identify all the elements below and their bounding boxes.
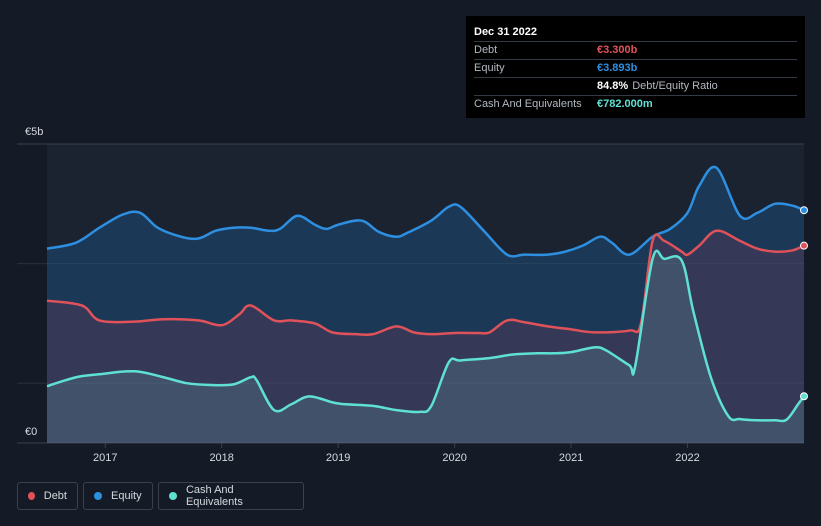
plot-area	[47, 144, 804, 443]
legend-debt[interactable]: Debt	[17, 482, 78, 510]
cash-end-marker	[800, 392, 808, 401]
tooltip-cash-label: Cash And Equivalents	[474, 98, 582, 110]
legend-debt-dot-icon	[28, 492, 35, 500]
debt-end-marker	[800, 241, 808, 250]
legend-equity-label: Equity	[111, 490, 142, 502]
tooltip-row-ratio: 84.8% Debt/Equity Ratio	[474, 78, 797, 96]
x-tick-label: 2022	[675, 452, 699, 464]
legend-cash-label: Cash And Equivalents	[185, 484, 243, 508]
tooltip-equity-label: Equity	[474, 62, 505, 74]
debt-area	[47, 230, 804, 443]
tooltip-debt-label: Debt	[474, 44, 498, 56]
equity-area	[47, 166, 804, 443]
tooltip-row-debt: Debt €3.300b	[474, 42, 797, 60]
data-tooltip: Dec 31 2022 Debt €3.300b Equity €3.893b …	[466, 16, 805, 118]
legend-cash-dot-icon	[169, 492, 177, 500]
legend-equity[interactable]: Equity	[83, 482, 153, 510]
x-tick-label: 2021	[559, 452, 583, 464]
x-tick-label: 2020	[442, 452, 466, 464]
y-axis-top-label: €5b	[25, 126, 43, 138]
legend-equity-dot-icon	[94, 492, 102, 500]
debt-line	[46, 229, 805, 337]
tooltip-debt-value: €3.300b	[597, 44, 638, 56]
equity-line	[46, 165, 805, 258]
legend-cash[interactable]: Cash And Equivalents	[158, 482, 304, 510]
cash-line	[46, 249, 806, 423]
legend-debt-label: Debt	[43, 490, 67, 502]
x-tick-label: 2018	[209, 452, 233, 464]
y-axis-bottom-label: €0	[25, 426, 37, 438]
x-tick-label: 2017	[93, 452, 117, 464]
tooltip-ratio-value: 84.8%	[597, 80, 629, 92]
x-tick-label: 2019	[326, 452, 350, 464]
tooltip-cash-value: €782.000m	[597, 98, 653, 110]
tooltip-row-cash: Cash And Equivalents €782.000m	[474, 96, 797, 113]
cash-area	[47, 250, 804, 443]
tooltip-row-equity: Equity €3.893b	[474, 60, 797, 78]
tooltip-date: Dec 31 2022	[474, 24, 797, 42]
equity-end-marker	[800, 206, 808, 215]
tooltip-equity-value: €3.893b	[597, 62, 638, 74]
tooltip-ratio-label: Debt/Equity Ratio	[632, 80, 718, 92]
